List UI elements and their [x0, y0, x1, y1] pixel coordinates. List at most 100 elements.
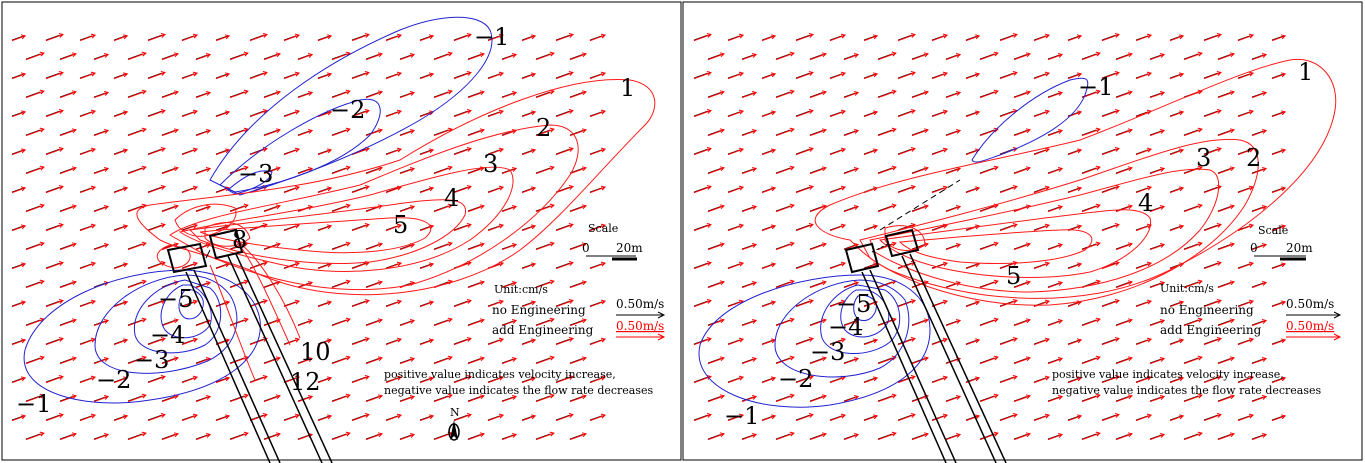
vector-head [891, 89, 897, 95]
vector-original [365, 434, 379, 440]
vector-added [1217, 129, 1235, 137]
vector-added [181, 110, 198, 118]
vector-added [1183, 204, 1203, 213]
vector-head [771, 72, 777, 78]
vector-original [45, 376, 60, 383]
vector-head [103, 319, 110, 324]
vector-head [581, 432, 587, 438]
vector-original [863, 225, 875, 231]
vector-original [195, 320, 208, 326]
vector-original [1169, 415, 1181, 421]
vector-added [113, 225, 128, 232]
vector-added [283, 414, 300, 422]
vector-added [843, 167, 859, 175]
vector-original [419, 225, 431, 231]
vector-head [173, 128, 179, 134]
vector-original [147, 110, 162, 117]
vector-head [1095, 51, 1101, 57]
vector-head [738, 337, 745, 343]
vector-head [1281, 186, 1287, 192]
vector-head [409, 167, 416, 172]
vector-original [1047, 358, 1060, 364]
vector-added [93, 91, 109, 99]
vector-added [501, 53, 517, 61]
vector-head [377, 242, 383, 248]
vector-added [249, 375, 268, 384]
vector-head [531, 300, 537, 306]
vector-head [1044, 33, 1051, 39]
vector-added [1203, 299, 1222, 308]
vector-original [979, 167, 995, 174]
vector-added [965, 415, 980, 422]
vector-original [1149, 92, 1162, 98]
vector-added [1237, 148, 1254, 156]
vector-head [1179, 72, 1185, 78]
vector-original [331, 395, 347, 402]
contour-label: 3 [483, 150, 498, 178]
vector-added [1149, 129, 1165, 137]
vector-head [923, 432, 929, 438]
vector-head [192, 261, 199, 267]
vector-added [521, 111, 536, 118]
vector-head [821, 90, 827, 96]
left-contour-labels: 1 2 3 4 5 8 10 12 −1 −2 −3 −1 −2 −3 −4 −… [16, 23, 635, 418]
vector-original [1169, 225, 1181, 231]
vector-head [923, 128, 929, 134]
vector-added [283, 300, 300, 308]
vector-original [113, 187, 125, 193]
vector-original [385, 73, 399, 79]
vector-added [79, 262, 96, 270]
vector-head [706, 412, 712, 418]
vector-added [25, 52, 45, 61]
vector-head [1159, 395, 1166, 400]
vector-original [1149, 244, 1162, 250]
vector-head [1012, 32, 1018, 38]
vector-original [433, 243, 449, 250]
vector-head [1077, 414, 1083, 420]
vector-original [385, 35, 399, 41]
contour-label: 3 [1196, 144, 1211, 172]
vector-original [727, 263, 741, 269]
vector-head [1146, 375, 1153, 381]
vector-added [945, 129, 961, 137]
vector-added [945, 205, 961, 213]
vector-head [345, 203, 351, 209]
vector-head [751, 357, 758, 362]
vector-added [877, 204, 897, 213]
vector-original [521, 149, 533, 155]
vector-added [1237, 72, 1254, 80]
vector-head [498, 109, 505, 115]
vector-head [719, 318, 725, 324]
vector-added [911, 205, 929, 213]
vector-added [11, 415, 26, 422]
vector-added [453, 33, 472, 42]
vector-head [1159, 281, 1166, 286]
vector-original [795, 186, 810, 193]
vector-original [215, 149, 227, 155]
vector-head [192, 223, 199, 229]
vector-original [535, 243, 551, 250]
vector-added [1101, 413, 1120, 422]
vector-original [263, 130, 277, 136]
vector-original [1081, 167, 1097, 174]
vector-original [79, 73, 93, 79]
vector-original [147, 224, 162, 231]
vector-head [1025, 356, 1031, 362]
vector-original [1101, 110, 1116, 117]
left-velocity-vectors [11, 32, 607, 441]
vector-original [181, 263, 195, 269]
vector-head [568, 32, 574, 38]
vector-original [351, 34, 366, 41]
vector-head [511, 281, 518, 286]
vector-head [39, 393, 45, 399]
vector-head [1012, 70, 1018, 76]
vector-added [727, 72, 744, 80]
vector-head [71, 394, 77, 400]
vector-original [1169, 339, 1181, 345]
vector-head [600, 375, 607, 381]
vector-original [979, 129, 995, 136]
vector-added [181, 262, 198, 270]
vector-original [521, 111, 533, 117]
vector-added [365, 243, 383, 251]
vector-original [1183, 53, 1199, 60]
